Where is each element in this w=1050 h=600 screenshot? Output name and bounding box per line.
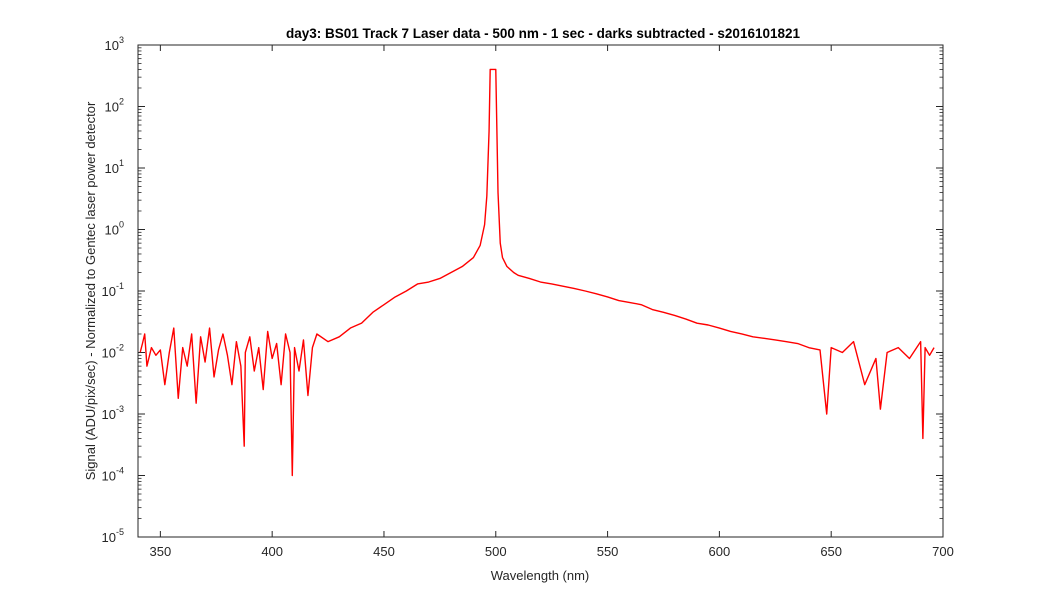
- x-tick-label: 650: [820, 544, 842, 559]
- y-axis: 10-5 10-4 10-3 10-2 10-1 100 101 102 103: [102, 35, 943, 545]
- y-tick-label: 10-3: [102, 404, 124, 422]
- y-tick-label: 10-2: [102, 343, 124, 361]
- x-tick-label: 450: [373, 544, 395, 559]
- x-axis: 350 400 450 500 550 600 650 700: [150, 45, 954, 559]
- x-tick-label: 700: [932, 544, 954, 559]
- y-axis-label: Signal (ADU/pix/sec) - Normalized to Gen…: [83, 101, 98, 480]
- x-tick-label: 600: [709, 544, 731, 559]
- x-tick-label: 500: [485, 544, 507, 559]
- x-tick-label: 400: [261, 544, 283, 559]
- chart-title: day3: BS01 Track 7 Laser data - 500 nm -…: [286, 26, 801, 41]
- x-tick-label: 350: [150, 544, 172, 559]
- y-tick-label: 10-5: [102, 527, 124, 545]
- y-tick-label: 10-4: [102, 466, 124, 484]
- y-tick-label: 100: [105, 220, 124, 238]
- x-axis-label: Wavelength (nm): [491, 568, 590, 583]
- y-tick-label: 102: [105, 97, 124, 115]
- axes-box: [137, 44, 944, 538]
- y-tick-label: 101: [105, 158, 124, 176]
- y-tick-label: 103: [105, 35, 124, 53]
- x-tick-label: 550: [597, 544, 619, 559]
- plot-area: 350 400 450 500 550 600 650 700 10-510-410-310-…: [102, 35, 954, 559]
- y-tick-label: 10-1: [102, 281, 124, 299]
- series-line-signal: [139, 68, 935, 477]
